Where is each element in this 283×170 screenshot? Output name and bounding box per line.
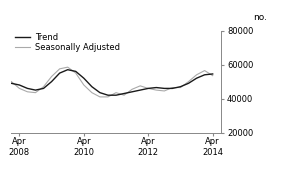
Legend: Trend, Seasonally Adjusted: Trend, Seasonally Adjusted (16, 33, 120, 52)
Text: no.: no. (253, 13, 267, 22)
